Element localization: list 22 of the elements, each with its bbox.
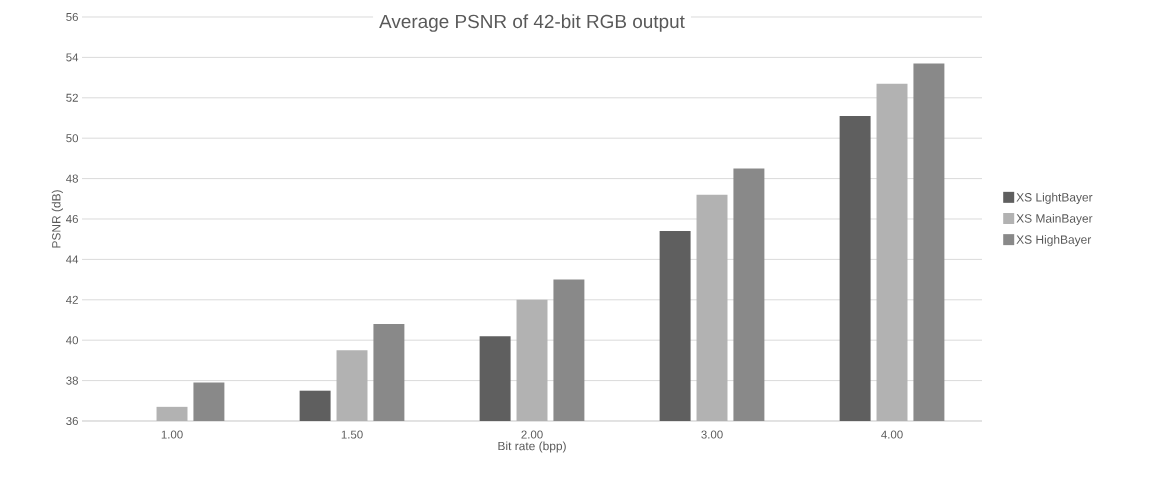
x-axis-title: Bit rate (bpp) <box>498 441 566 453</box>
y-tick-label: 50 <box>66 134 79 143</box>
x-tick-label: 4.00 <box>881 430 903 439</box>
chart-title: Average PSNR of 42-bit RGB output <box>379 14 685 32</box>
y-tick-label: 48 <box>66 174 78 183</box>
y-axis-title: PSNR (dB) <box>51 190 63 248</box>
x-tick-label: 2.00 <box>521 430 543 439</box>
y-tick-label: 40 <box>66 336 79 345</box>
x-tick-label: 1.00 <box>161 430 183 439</box>
legend-label: XS LightBayer <box>1016 192 1093 204</box>
y-tick-label: 36 <box>66 416 78 426</box>
legend-label: XS HighBayer <box>1016 235 1092 247</box>
x-tick-label: 3.00 <box>701 430 723 439</box>
y-tick-label: 56 <box>66 12 78 22</box>
legend-label: XS MainBayer <box>1016 213 1093 226</box>
y-tick-label: 54 <box>66 53 79 62</box>
y-tick-label: 52 <box>66 93 78 102</box>
y-tick-label: 42 <box>66 295 78 304</box>
y-tick-label: 44 <box>66 255 79 264</box>
x-tick-label: 1.50 <box>341 430 363 439</box>
y-tick-label: 46 <box>66 214 78 224</box>
y-tick-label: 38 <box>66 376 78 385</box>
